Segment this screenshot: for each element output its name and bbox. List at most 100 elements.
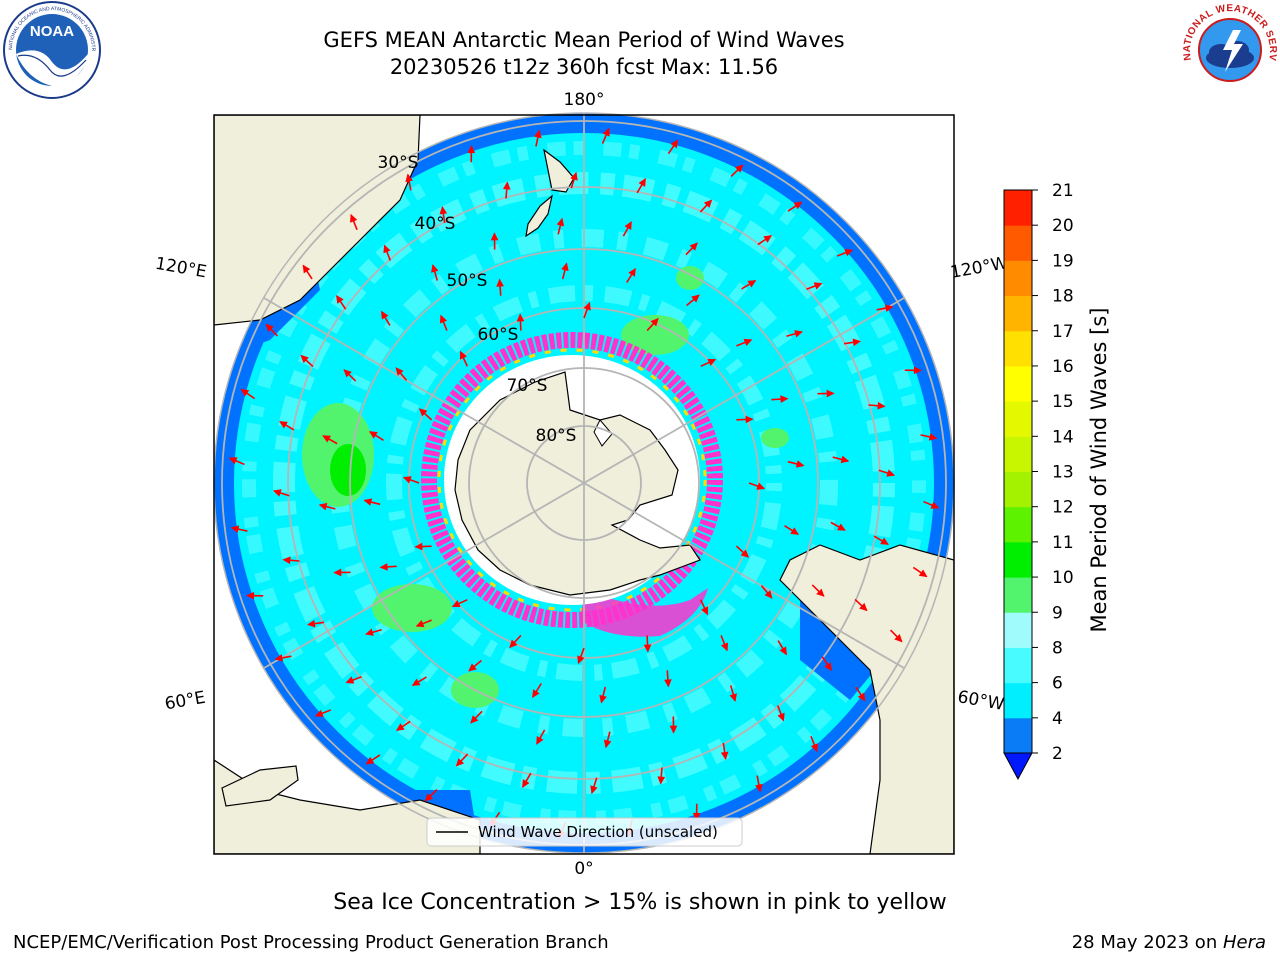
wind-wave-arrow-head: [502, 181, 511, 190]
wind-wave-arrow-head: [755, 783, 763, 793]
wind-wave-arrow-head: [467, 145, 476, 154]
wind-wave-arrow-head: [411, 678, 421, 686]
wind-wave-arrow-head: [880, 537, 889, 545]
colorbar: 2 4 6 8 9 10 11 12 13 14 15 16 17 18 19 20 21: [1003, 181, 1074, 781]
wind-wave-arrow-head: [363, 498, 373, 506]
wind-wave-arrow-head: [365, 756, 375, 765]
wind-wave-arrow-head: [265, 323, 274, 333]
colorbar-tick-label: 21: [1052, 181, 1074, 201]
wind-wave-arrow-head: [763, 235, 773, 243]
wind-wave-arrow-head: [583, 301, 591, 311]
wind-wave-arrow-head: [599, 694, 607, 704]
madagascar-land: [221, 765, 299, 807]
wind-wave-arrow-head: [333, 568, 342, 577]
graticule: [214, 113, 954, 853]
wind-wave-arrow-head: [664, 679, 672, 688]
wind-wave-arrow-head: [490, 232, 499, 241]
sea-ice-caption: Sea Ice Concentration > 15% is shown in …: [333, 890, 947, 915]
wind-wave-arrow-head: [230, 525, 240, 533]
legend-label: Wind Wave Direction (unscaled): [478, 823, 718, 841]
wind-wave-arrow-head: [913, 366, 922, 375]
wind-wave-arrow-head: [439, 314, 448, 324]
wind-wave-arrow-head: [459, 350, 467, 360]
colorbar-tick-label: 6: [1052, 674, 1063, 694]
wind-wave-arrow-head: [884, 304, 894, 312]
colorbar-tick-label: 20: [1052, 216, 1074, 236]
wind-wave-arrow-head: [379, 563, 388, 571]
wind-wave-arrow-head: [689, 242, 698, 251]
lon-label-60w: 60°W: [956, 687, 1006, 715]
wind-wave-arrow-head: [764, 590, 773, 599]
wind-wave-arrow-head: [793, 201, 803, 210]
colorbar-segment: [1004, 506, 1032, 543]
wind-wave-arrow-head: [246, 591, 255, 600]
wind-wave-arrow-head: [844, 249, 854, 257]
colorbar-tick-label: 13: [1052, 463, 1074, 483]
colorbar-tick-label: 15: [1052, 392, 1074, 412]
wind-wave-arrow-head: [451, 600, 461, 608]
wind-wave-arrow-head: [345, 676, 355, 684]
wind-wave-arrow-head: [577, 655, 585, 665]
wind-wave-arrow-head: [703, 199, 713, 208]
wind-wave-arrow-head: [307, 619, 316, 628]
wind-wave-arrow-head: [439, 206, 448, 215]
wind-wave-arrow-head: [402, 476, 412, 484]
new-zealand-south: [525, 194, 553, 238]
lon-label-120e: 120°E: [154, 254, 208, 283]
wind-wave-arrow-head: [228, 457, 238, 465]
colorbar-segment: [1004, 436, 1032, 472]
wind-wave-arrow-head: [918, 569, 928, 578]
wind-wave-arrow-head: [468, 663, 477, 672]
wind-wave-arrow-head: [729, 693, 737, 702]
wind-wave-arrow-head: [930, 501, 940, 509]
wind-wave-arrow-head: [928, 433, 938, 441]
wind-wave-arrow-head: [826, 389, 835, 398]
wind-wave-arrow-head: [670, 139, 679, 149]
wind-wave-arrow-head: [431, 264, 439, 273]
wind-wave-arrow-head: [336, 294, 344, 304]
machine-name: Hera: [1222, 932, 1266, 953]
colorbar-tick-label: 16: [1052, 357, 1074, 377]
wind-wave-arrow-head: [274, 654, 284, 662]
wind-wave-arrow-head: [691, 294, 700, 303]
colorbar-tick-label: 8: [1052, 638, 1063, 658]
colorbar-tick-label: 2: [1052, 744, 1063, 764]
colorbar-segment: [1004, 190, 1032, 226]
wind-wave-arrow-head: [852, 338, 861, 347]
colorbar-tick-label: 17: [1052, 322, 1074, 342]
wind-wave-arrow-head: [418, 408, 428, 417]
wind-wave-arrow-head: [747, 280, 757, 288]
wind-wave-arrow-head: [561, 262, 569, 272]
colorbar-segment: [1004, 330, 1032, 367]
wind-wave-arrow-head: [395, 367, 404, 376]
chart-subtitle: 20230526 t12z 360h fcst Max: 11.56: [389, 55, 779, 79]
wind-wave-arrow-head: [859, 602, 868, 612]
wind-wave-arrow-head: [720, 751, 729, 760]
nws-logo-icon: NATIONAL WEATHER SERVICE: [1175, 0, 1278, 97]
wind-wave-arrow-head: [816, 588, 825, 597]
wind-wave-arrow-head: [534, 129, 542, 139]
wind-wave-arrow-head: [343, 369, 352, 378]
wind-wave-arrow-head: [240, 388, 250, 397]
wind-wave-arrow-head: [756, 482, 766, 490]
wind-wave-arrow-head: [509, 639, 518, 649]
lon-label-60e: 60°E: [163, 688, 207, 715]
wind-wave-arrow-head: [624, 221, 632, 230]
colorbar-segment: [1004, 295, 1032, 332]
wind-wave-arrow-head: [794, 330, 803, 338]
wind-wave-arrow-head: [322, 435, 331, 443]
map-frame: [213, 114, 955, 855]
colorbar-segment: [1004, 225, 1032, 261]
colorbar-segment: [1004, 577, 1032, 613]
wind-wave-arrow-head: [603, 739, 612, 749]
date-stamp: 28 May 2023 on Hera: [1072, 932, 1266, 953]
colorbar-segment: [1004, 541, 1032, 578]
lat-label-40s: 40°S: [415, 214, 456, 234]
wind-wave-arrow-head: [840, 455, 850, 464]
wind-wave-arrow-head: [272, 489, 282, 497]
wind-wave-arrow-head: [532, 689, 540, 699]
wind-wave-arrow-head: [522, 779, 530, 788]
antarctica-land: [454, 371, 701, 596]
wind-wave-arrow-head: [282, 556, 291, 565]
lon-label-180: 180°: [564, 90, 605, 110]
